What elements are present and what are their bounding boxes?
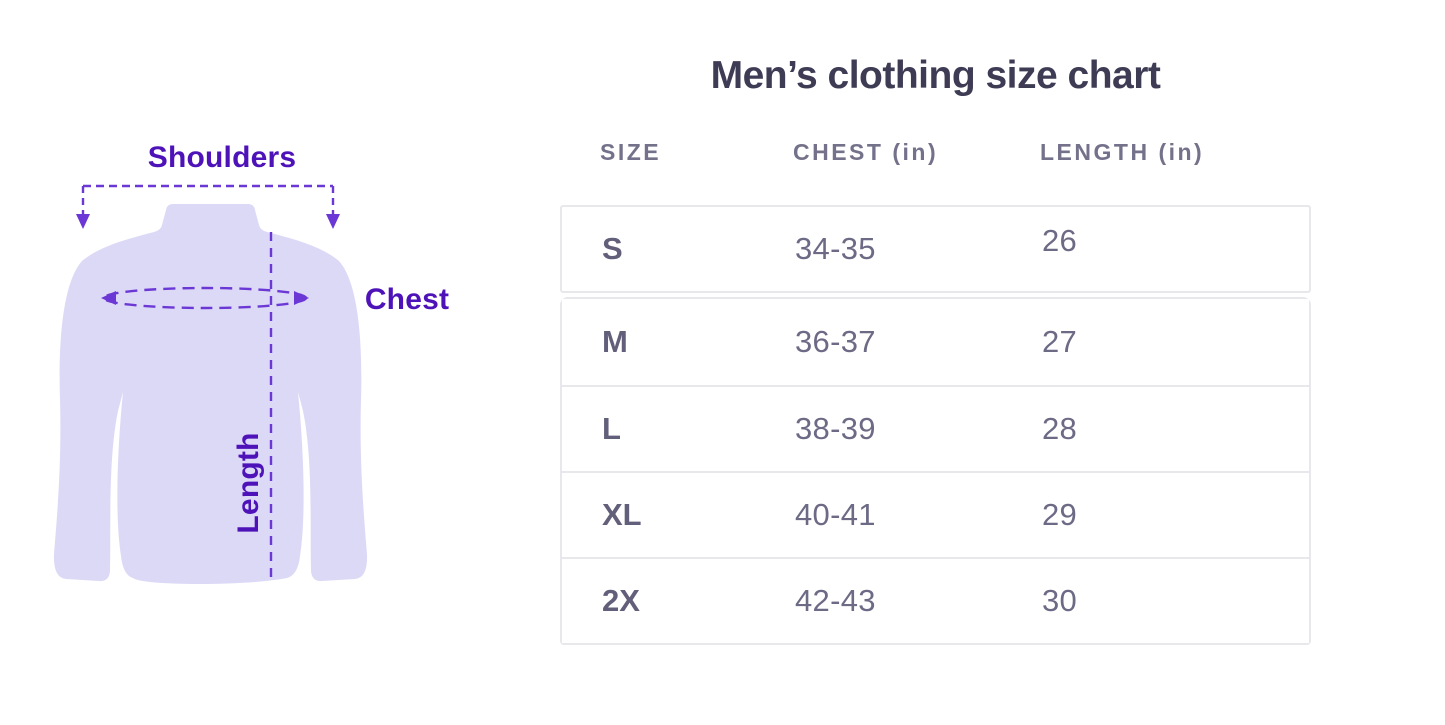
- chest-cell: 38-39: [795, 411, 876, 446]
- chest-cell: 34-35: [795, 231, 876, 266]
- shirt-silhouette: [53, 204, 368, 584]
- length-cell: 30: [1042, 583, 1078, 618]
- table-header-row: SIZE CHEST (in) LENGTH (in): [560, 139, 1311, 166]
- size-cell: 2X: [602, 583, 640, 618]
- column-header-size: SIZE: [600, 139, 662, 165]
- size-cell: XL: [602, 497, 642, 532]
- down-arrow-icon: [326, 214, 340, 229]
- chest-measure-ellipse: [101, 286, 309, 310]
- chest-label: Chest: [364, 283, 450, 316]
- column-header-length: LENGTH (in): [1040, 139, 1205, 165]
- length-cell: 29: [1042, 497, 1078, 532]
- shoulders-label: Shoulders: [147, 141, 297, 174]
- shoulders-measure-line: [76, 184, 340, 229]
- table-rows-group: M 36-37 27 L 38-39 28 XL 40-41 29 2X 42-…: [560, 297, 1311, 645]
- size-table: S 34-35 26 M 36-37 27 L 38-39 28 XL 40-4…: [560, 205, 1311, 645]
- table-row: S 34-35 26: [560, 205, 1311, 293]
- shirt-measurement-diagram: Shoulders Chest Length: [0, 0, 520, 725]
- table-row: XL 40-41 29: [562, 471, 1309, 557]
- down-arrow-icon: [76, 214, 90, 229]
- length-cell: 26: [1042, 223, 1078, 258]
- column-header-chest: CHEST (in): [793, 139, 939, 165]
- chest-cell: 36-37: [795, 324, 876, 359]
- length-cell: 28: [1042, 411, 1078, 446]
- table-row: L 38-39 28: [562, 385, 1309, 471]
- size-cell: M: [602, 324, 628, 359]
- length-cell: 27: [1042, 324, 1078, 359]
- table-row: 2X 42-43 30: [562, 557, 1309, 643]
- right-arrow-icon: [294, 291, 309, 305]
- page-title: Men’s clothing size chart: [710, 54, 1161, 97]
- left-arrow-icon: [101, 291, 116, 305]
- table-row: M 36-37 27: [562, 299, 1309, 385]
- length-label: Length: [232, 432, 265, 534]
- chest-cell: 42-43: [795, 583, 876, 618]
- size-cell: S: [602, 231, 623, 266]
- size-cell: L: [602, 411, 621, 446]
- shirt-illustration: [53, 184, 368, 584]
- chest-cell: 40-41: [795, 497, 876, 532]
